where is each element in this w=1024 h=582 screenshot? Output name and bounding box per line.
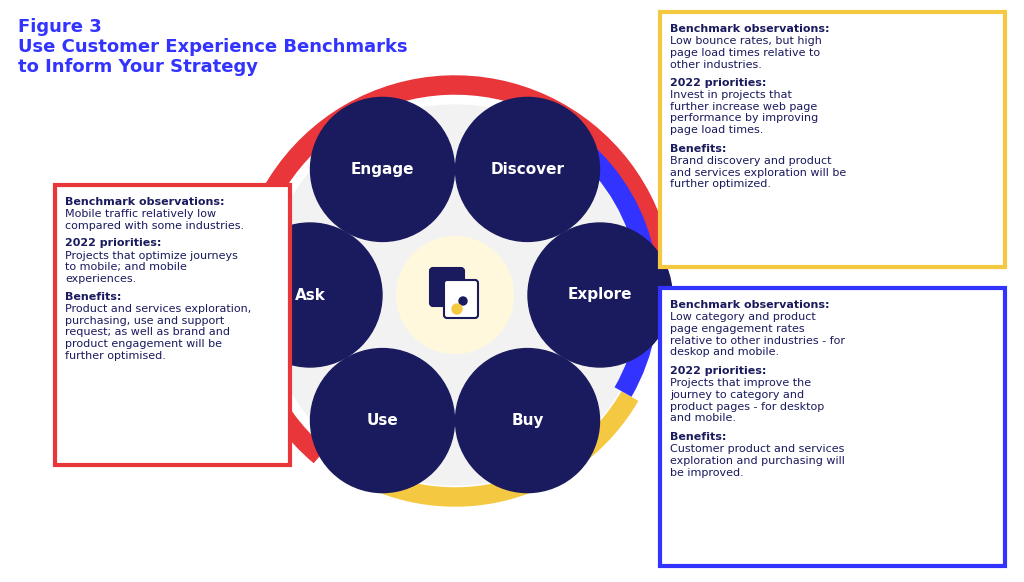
Circle shape [452, 304, 462, 314]
FancyBboxPatch shape [430, 268, 464, 306]
Circle shape [265, 105, 645, 485]
Text: Brand discovery and product
and services exploration will be
further optimized.: Brand discovery and product and services… [670, 156, 846, 189]
Text: Use Customer Experience Benchmarks: Use Customer Experience Benchmarks [18, 38, 408, 56]
Text: Engage: Engage [351, 162, 415, 177]
Text: Benefits:: Benefits: [65, 292, 122, 302]
Text: 2022 priorities:: 2022 priorities: [65, 238, 162, 248]
Circle shape [397, 237, 513, 353]
Text: Invest in projects that
further increase web page
performance by improving
page : Invest in projects that further increase… [670, 90, 818, 135]
Text: Low bounce rates, but high
page load times relative to
other industries.: Low bounce rates, but high page load tim… [670, 37, 822, 70]
Text: Product and services exploration,
purchasing, use and support
request; as well a: Product and services exploration, purcha… [65, 304, 251, 361]
Text: Explore: Explore [567, 288, 632, 303]
Text: Figure 3: Figure 3 [18, 18, 101, 36]
Text: Benchmark observations:: Benchmark observations: [65, 197, 224, 207]
Text: to Inform Your Strategy: to Inform Your Strategy [18, 58, 258, 76]
Text: Buy: Buy [511, 413, 544, 428]
FancyBboxPatch shape [660, 288, 1005, 566]
Text: Low category and product
page engagement rates
relative to other industries - fo: Low category and product page engagement… [670, 313, 845, 357]
Text: Benchmark observations:: Benchmark observations: [670, 300, 829, 310]
Text: Ask: Ask [295, 288, 326, 303]
Circle shape [310, 97, 455, 242]
Circle shape [310, 349, 455, 492]
Text: Benefits:: Benefits: [670, 432, 726, 442]
Text: Projects that optimize journeys
to mobile; and mobile
experiences.: Projects that optimize journeys to mobil… [65, 251, 238, 284]
Circle shape [238, 223, 382, 367]
Circle shape [456, 349, 599, 492]
Text: Benefits:: Benefits: [670, 144, 726, 154]
Text: Discover: Discover [490, 162, 564, 177]
Text: 2022 priorities:: 2022 priorities: [670, 366, 766, 376]
Text: Use: Use [367, 413, 398, 428]
Circle shape [459, 297, 467, 305]
Text: Mobile traffic relatively low
compared with some industries.: Mobile traffic relatively low compared w… [65, 210, 244, 231]
Circle shape [456, 97, 599, 242]
Text: 2022 priorities:: 2022 priorities: [670, 77, 766, 88]
Text: Benchmark observations:: Benchmark observations: [670, 24, 829, 34]
FancyBboxPatch shape [55, 185, 290, 465]
Text: Customer product and services
exploration and purchasing will
be improved.: Customer product and services exploratio… [670, 445, 845, 478]
FancyBboxPatch shape [660, 12, 1005, 267]
Circle shape [528, 223, 672, 367]
Text: Projects that improve the
journey to category and
product pages - for desktop
an: Projects that improve the journey to cat… [670, 378, 824, 423]
FancyBboxPatch shape [444, 280, 478, 318]
